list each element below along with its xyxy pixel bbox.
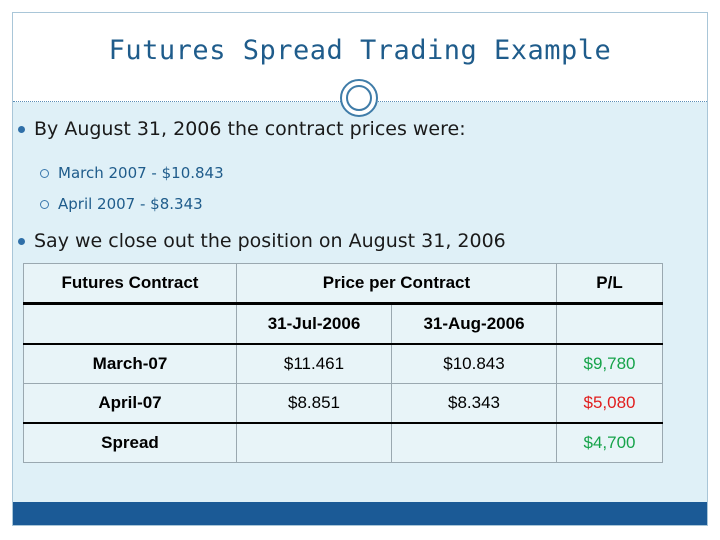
double-ring-ornament-icon — [340, 79, 378, 117]
cell-aug-price: $10.843 — [391, 343, 557, 384]
cell-jul-price: $11.461 — [236, 343, 392, 384]
header-price-per-contract: Price per Contract — [236, 263, 557, 305]
cell-pl: $4,700 — [556, 422, 663, 463]
cell-jul-price: $8.851 — [236, 383, 392, 424]
table-row: Spread $4,700 — [23, 422, 663, 463]
row-label: April-07 — [23, 383, 237, 424]
row-label: March-07 — [23, 343, 237, 384]
sub-bullet-item: March 2007 - $10.843 — [40, 164, 224, 182]
table-header-row: Futures Contract Price per Contract P/L — [23, 263, 663, 305]
cell-pl: $9,780 — [556, 343, 663, 384]
cell-jul-price — [236, 422, 392, 463]
cell-aug-price — [391, 422, 557, 463]
bullet-text: By August 31, 2006 the contract prices w… — [34, 118, 466, 140]
row-label: Spread — [23, 422, 237, 463]
circle-bullet-icon — [18, 237, 25, 245]
sub-bullet-text: March 2007 - $10.843 — [58, 164, 224, 182]
table-row: April-07 $8.851 $8.343 $5,080 — [23, 383, 663, 424]
subheader-cell — [556, 303, 663, 345]
slide-title: Futures Spread Trading Example — [108, 35, 612, 66]
header-futures-contract: Futures Contract — [23, 263, 237, 305]
table-subheader-row: 31-Jul-2006 31-Aug-2006 — [23, 303, 663, 345]
cell-aug-price: $8.343 — [391, 383, 557, 424]
subheader-cell — [23, 303, 237, 345]
subheader-jul: 31-Jul-2006 — [236, 303, 392, 345]
bullet-item: By August 31, 2006 the contract prices w… — [18, 118, 466, 140]
ring-bullet-icon — [40, 199, 49, 209]
circle-bullet-icon — [18, 125, 25, 133]
bullet-text: Say we close out the position on August … — [34, 230, 506, 252]
ornament-inner-ring — [346, 85, 372, 111]
sub-bullet-text: April 2007 - $8.343 — [58, 195, 203, 213]
subheader-aug: 31-Aug-2006 — [391, 303, 557, 345]
table-row: March-07 $11.461 $10.843 $9,780 — [23, 343, 663, 384]
cell-pl: $5,080 — [556, 383, 663, 424]
header-pl: P/L — [556, 263, 663, 305]
sub-bullet-item: April 2007 - $8.343 — [40, 195, 203, 213]
bottom-bar — [13, 502, 707, 525]
bullet-item: Say we close out the position on August … — [18, 230, 506, 252]
ring-bullet-icon — [40, 168, 49, 178]
futures-table: Futures Contract Price per Contract P/L … — [23, 263, 663, 463]
